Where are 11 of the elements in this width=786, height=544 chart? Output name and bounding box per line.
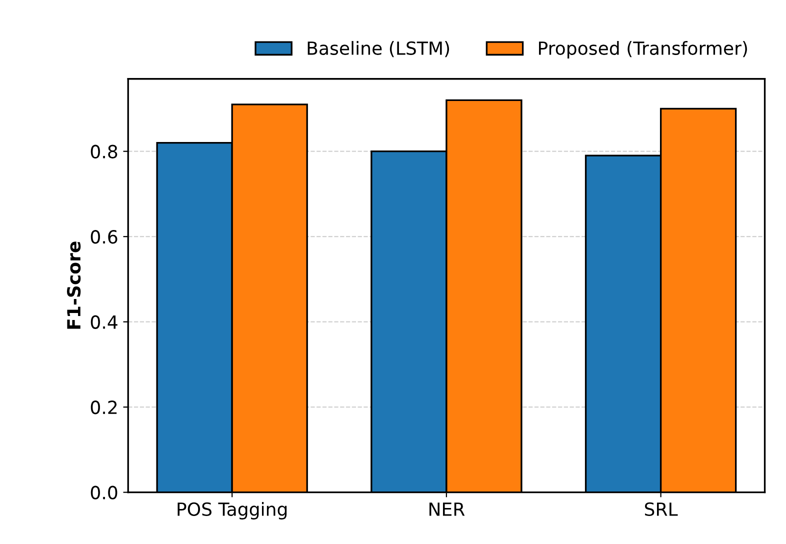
y-tick-label: 0.6: [90, 230, 118, 244]
x-tick-label: SRL: [644, 502, 678, 516]
y-axis-title: F1-Score: [66, 242, 81, 329]
x-tick-label: NER: [429, 502, 465, 516]
y-tick-label: 0.8: [90, 144, 118, 158]
y-tick-label: 0.4: [90, 315, 118, 329]
x-tick-label: POS Tagging: [178, 502, 287, 520]
legend-label: Proposed (Transformer): [539, 41, 747, 58]
legend-label: Baseline (LSTM): [308, 41, 450, 58]
y-tick-label: 0.0: [90, 486, 118, 500]
y-tick-label: 0.2: [90, 400, 117, 414]
